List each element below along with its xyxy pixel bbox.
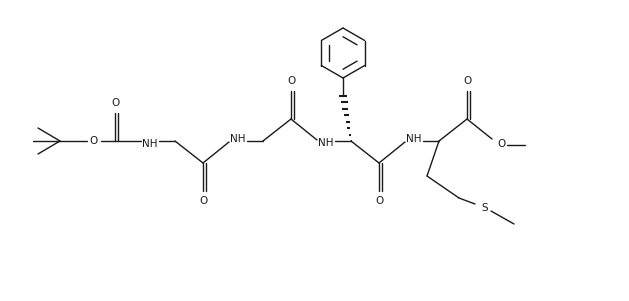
Text: O: O [376,196,384,206]
Text: NH: NH [230,134,246,144]
Text: O: O [497,139,505,149]
Text: O: O [112,98,120,108]
Text: O: O [464,76,472,86]
Text: O: O [200,196,208,206]
Text: NH: NH [142,139,158,149]
Text: O: O [90,136,98,146]
Text: O: O [288,76,296,86]
Text: NH: NH [318,138,334,148]
Text: S: S [482,203,488,213]
Text: NH: NH [406,134,422,144]
